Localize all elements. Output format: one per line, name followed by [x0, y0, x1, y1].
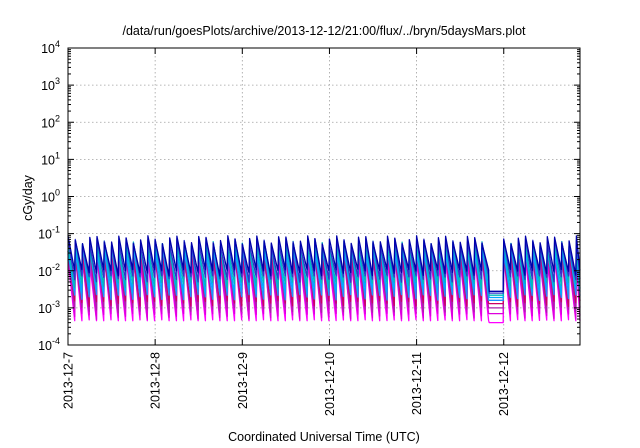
- y-tick-label: 102: [41, 113, 60, 130]
- y-axis-label: cGy/day: [21, 174, 35, 221]
- x-tick-label: 2013-12-10: [323, 352, 337, 416]
- x-tick-label: 2013-12-9: [236, 352, 250, 409]
- y-axis: 10-4 10-3 10-2 10-1 100 101 102 103 104: [38, 39, 580, 353]
- x-tick-label: 2013-12-7: [62, 352, 76, 409]
- y-tick-label: 100: [41, 188, 60, 205]
- y-tick-label: 10-1: [38, 225, 60, 242]
- y-tick-label: 10-2: [38, 262, 60, 279]
- chart-title: /data/run/goesPlots/archive/2013-12-12/2…: [122, 24, 526, 38]
- y-tick-label: 104: [41, 39, 60, 56]
- y-tick-label: 10-4: [38, 336, 60, 353]
- x-tick-label: 2013-12-11: [410, 352, 424, 415]
- y-tick-label: 103: [41, 76, 60, 93]
- x-axis: 2013-12-7 2013-12-8 2013-12-9 2013-12-10 201…: [62, 48, 511, 416]
- x-axis-label: Coordinated Universal Time (UTC): [228, 430, 420, 444]
- x-tick-label: 2013-12-8: [149, 352, 163, 409]
- series-group: [67, 235, 581, 324]
- series-line: [67, 235, 581, 292]
- y-tick-label: 10-3: [38, 299, 60, 316]
- x-tick-label: 2013-12-12: [497, 352, 511, 416]
- y-tick-label: 101: [41, 150, 60, 167]
